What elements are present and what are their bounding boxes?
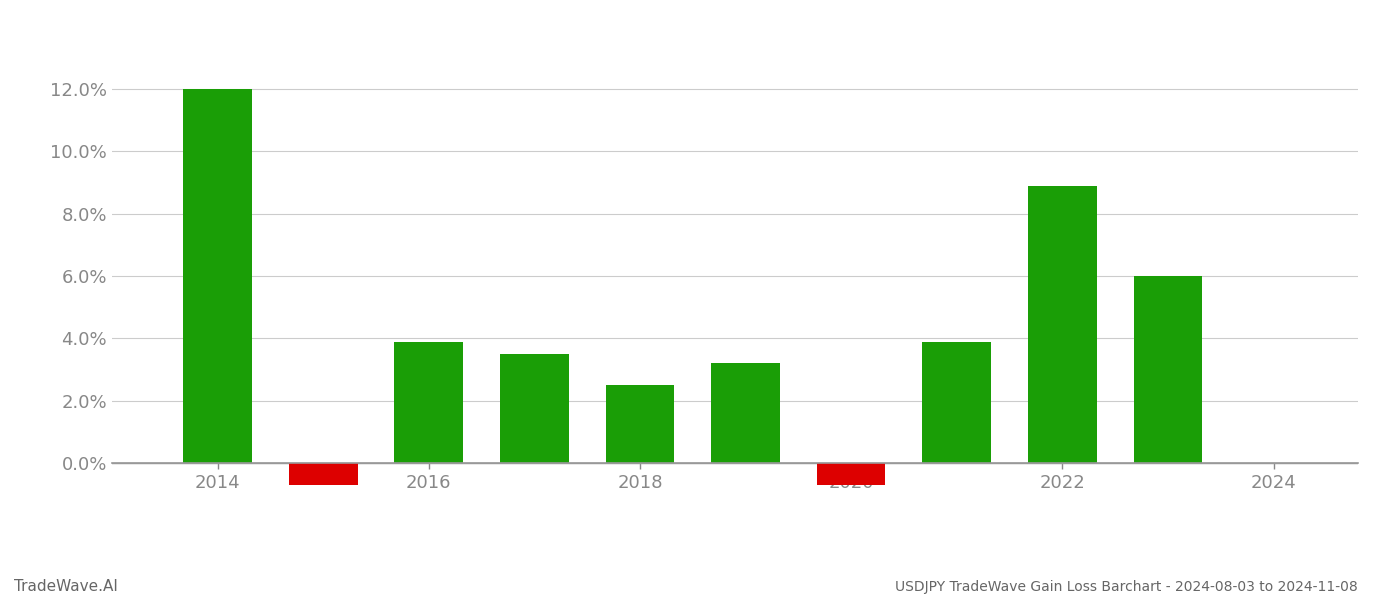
Bar (500, 354, 568, 463)
Bar (395, 341, 463, 463)
Bar (1134, 276, 1203, 463)
Text: TradeWave.AI: TradeWave.AI (14, 579, 118, 594)
Bar (288, 463, 357, 485)
Text: USDJPY TradeWave Gain Loss Barchart - 2024-08-03 to 2024-11-08: USDJPY TradeWave Gain Loss Barchart - 20… (895, 580, 1358, 594)
Bar (711, 364, 780, 463)
Bar (923, 341, 991, 463)
Bar (1028, 185, 1096, 463)
Bar (606, 385, 675, 463)
Bar (183, 89, 252, 463)
Bar (816, 463, 885, 485)
